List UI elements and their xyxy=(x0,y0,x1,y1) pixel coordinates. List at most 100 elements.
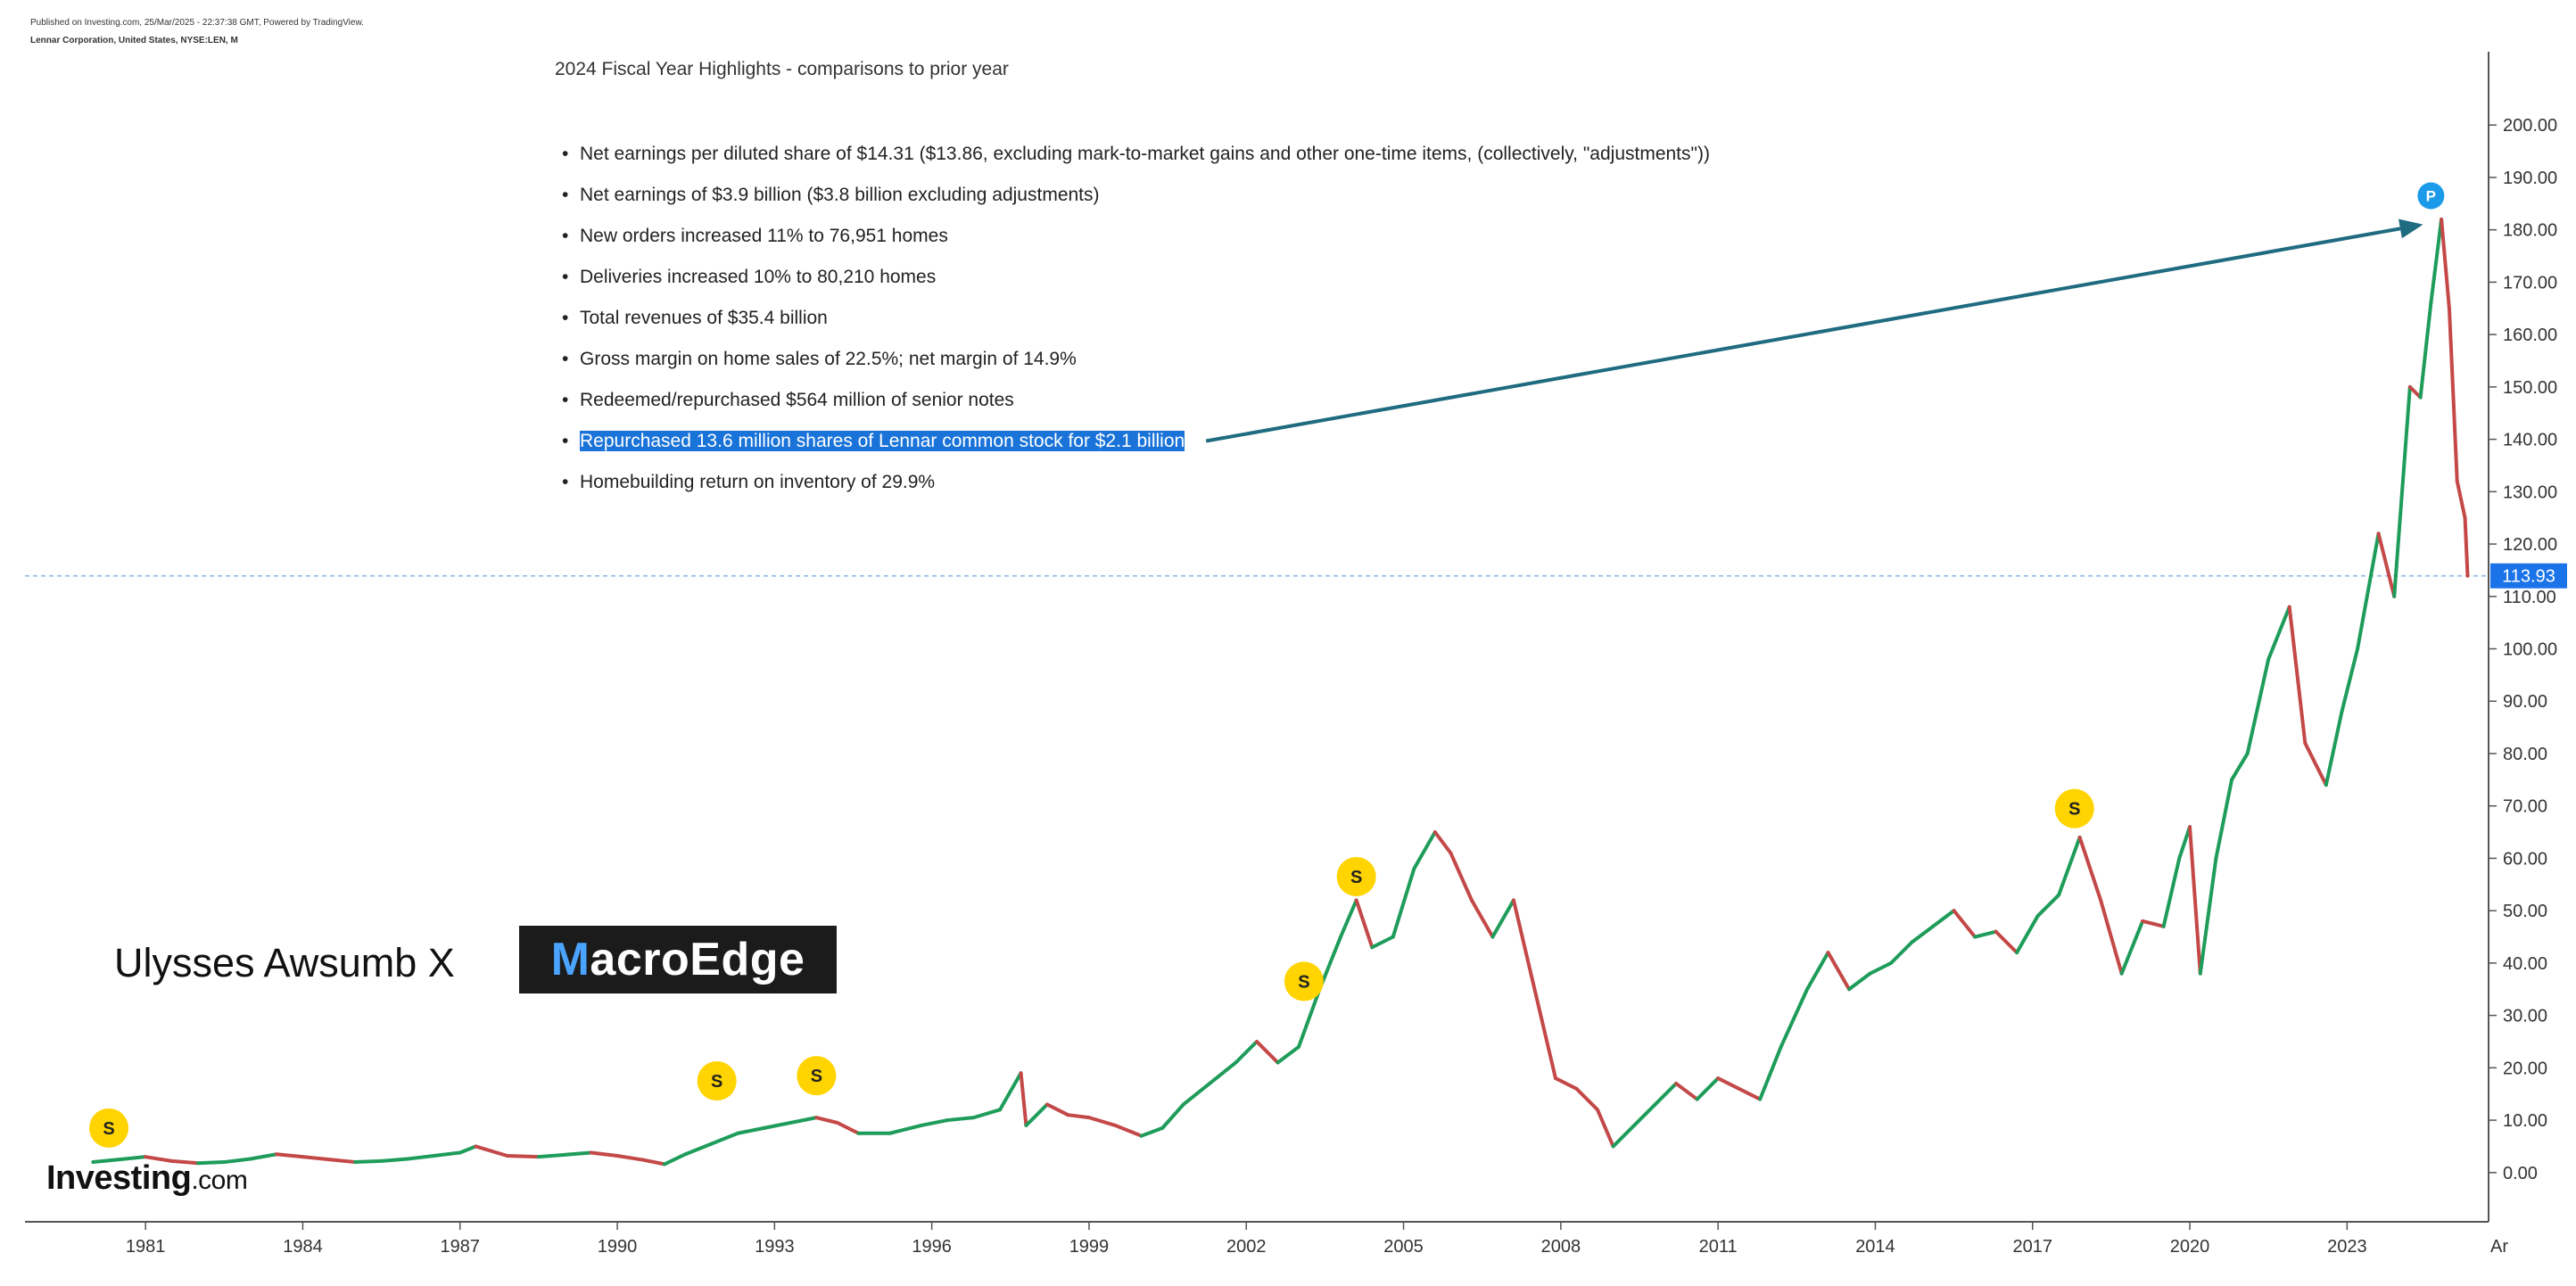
y-tick-label: 200.00 xyxy=(2503,116,2557,136)
price-segment-down xyxy=(474,1144,509,1158)
price-segment-up xyxy=(536,1152,567,1159)
price-segment-up xyxy=(1139,1125,1165,1138)
s-marker-label: S xyxy=(103,1119,114,1139)
price-segment-up xyxy=(2392,384,2412,598)
highlight-item: • Net earnings per diluted share of $14.3… xyxy=(562,143,1710,184)
price-segment-up xyxy=(1632,1102,1657,1127)
price-segment-up xyxy=(683,1142,714,1157)
y-tick-label: 60.00 xyxy=(2503,849,2547,869)
x-tick-label: 1993 xyxy=(755,1237,795,1257)
price-segment-down xyxy=(2099,898,2124,976)
price-segment-up xyxy=(2198,856,2218,976)
highlight-text: Homebuilding return on inventory of 29.9… xyxy=(580,472,936,492)
price-segment-down xyxy=(1066,1113,1091,1120)
s-marker xyxy=(1336,856,1376,896)
price-segment-down xyxy=(2455,479,2467,520)
price-segment-down xyxy=(1826,951,1852,992)
price-segment-down xyxy=(1595,1108,1615,1149)
price-segment-up xyxy=(2356,532,2381,651)
bullet-icon: • xyxy=(562,144,569,164)
x-tick-label-edge: Ar xyxy=(2490,1237,2508,1257)
bullet-icon: • xyxy=(562,349,569,369)
price-segment-down xyxy=(2188,825,2202,976)
price-segment-up xyxy=(2015,914,2040,955)
price-segment-up xyxy=(2230,751,2250,782)
y-tick-label: 50.00 xyxy=(2503,902,2547,921)
price-segment-up xyxy=(248,1152,279,1161)
price-segment-down xyxy=(1511,898,1537,992)
price-segment-down xyxy=(1994,929,2019,955)
last-price-label: 113.93 xyxy=(2502,567,2555,587)
x-tick-label: 2017 xyxy=(2012,1237,2052,1257)
y-tick-label: 120.00 xyxy=(2503,535,2557,555)
price-segment-up xyxy=(1889,940,1914,965)
price-segment-up xyxy=(195,1160,227,1166)
highlight-item-selected: • Repurchased 13.6 million shares of Lenn… xyxy=(562,430,1710,471)
y-tick-label: 180.00 xyxy=(2503,221,2557,241)
chart-axes: 0.00 10.00 20.00 30.00 40.00 50.00 60.00 70.00 8… xyxy=(25,52,2567,1257)
highlight-item: • New orders increased 11% to 76,951 home… xyxy=(562,225,1710,266)
annotation-arrow-layer xyxy=(1205,218,2423,443)
price-segment-up xyxy=(2266,605,2291,662)
instrument-line: Lennar Corporation, United States, NYSE:… xyxy=(30,36,238,45)
price-segment-down xyxy=(2141,919,2166,928)
x-tick-label: 1990 xyxy=(598,1237,638,1257)
highlight-text: Net earnings of $3.9 billion ($3.8 billi… xyxy=(580,185,1100,205)
macroedge-logo-initial: M xyxy=(550,934,590,985)
price-segment-up xyxy=(1847,971,1872,992)
price-segment-down xyxy=(1952,909,1977,939)
price-segment-up xyxy=(1779,987,1810,1049)
x-tick-label: 1996 xyxy=(912,1237,952,1257)
price-segment-down xyxy=(144,1155,174,1163)
price-segment-down xyxy=(2287,605,2308,746)
bullet-icon: • xyxy=(562,390,569,410)
price-segment-down xyxy=(814,1116,839,1125)
price-segment-up xyxy=(1412,830,1437,871)
price-segment-up xyxy=(1973,929,1998,939)
y-tick-label: 70.00 xyxy=(2503,797,2547,817)
y-tick-label: 10.00 xyxy=(2503,1111,2547,1131)
price-segment-up xyxy=(1758,1044,1783,1101)
price-segment-down xyxy=(2376,532,2397,598)
price-segment-down xyxy=(1737,1086,1763,1101)
highlights-list: • Net earnings per diluted share of $14.3… xyxy=(562,143,1710,512)
highlight-text: Deliveries increased 10% to 80,210 homes xyxy=(580,267,937,287)
author-credit: Ulysses Awsumb X xyxy=(114,940,455,985)
price-segment-up xyxy=(788,1116,819,1125)
price-segment-down xyxy=(1574,1086,1599,1112)
price-segment-up xyxy=(379,1157,409,1163)
s-marker-label: S xyxy=(1298,972,1309,992)
price-segment-up xyxy=(2429,217,2444,305)
price-segment-down xyxy=(2407,384,2423,400)
price-segment-down xyxy=(1532,987,1557,1081)
bullet-icon: • xyxy=(562,185,569,205)
bullet-icon: • xyxy=(562,267,569,287)
price-segment-down xyxy=(1354,898,1375,950)
y-tick-label: 80.00 xyxy=(2503,745,2547,764)
price-segment-up xyxy=(1653,1081,1679,1107)
price-segment-down xyxy=(1716,1076,1741,1091)
s-marker xyxy=(2054,788,2094,828)
s-marker xyxy=(1284,961,1324,1002)
price-segment-up xyxy=(971,1108,1003,1120)
bullet-icon: • xyxy=(562,431,569,451)
y-tick-label: 20.00 xyxy=(2503,1059,2547,1078)
highlight-text: New orders increased 11% to 76,951 homes xyxy=(580,226,948,246)
bullet-icon: • xyxy=(562,472,569,492)
price-segment-up xyxy=(1297,987,1322,1049)
price-segment-up xyxy=(117,1155,148,1162)
x-tick-label: 2011 xyxy=(1699,1237,1738,1257)
price-segment-up xyxy=(563,1150,593,1157)
price-segment-down xyxy=(1469,898,1495,939)
highlight-text: Net earnings per diluted share of $14.31… xyxy=(580,144,1710,164)
price-segment-up xyxy=(945,1116,976,1123)
price-segment-down xyxy=(2303,741,2328,787)
price-segment-down xyxy=(2077,835,2103,903)
y-tick-label: 130.00 xyxy=(2503,482,2557,502)
event-markers: S S S S S S P xyxy=(89,182,2445,1148)
highlight-text-selected[interactable]: Repurchased 13.6 million shares of Lenna… xyxy=(580,431,1185,451)
price-series xyxy=(91,217,2470,1166)
price-segment-up xyxy=(1160,1102,1185,1130)
annotation-arrow-head xyxy=(2398,218,2423,239)
price-segment-up xyxy=(1391,867,1416,939)
